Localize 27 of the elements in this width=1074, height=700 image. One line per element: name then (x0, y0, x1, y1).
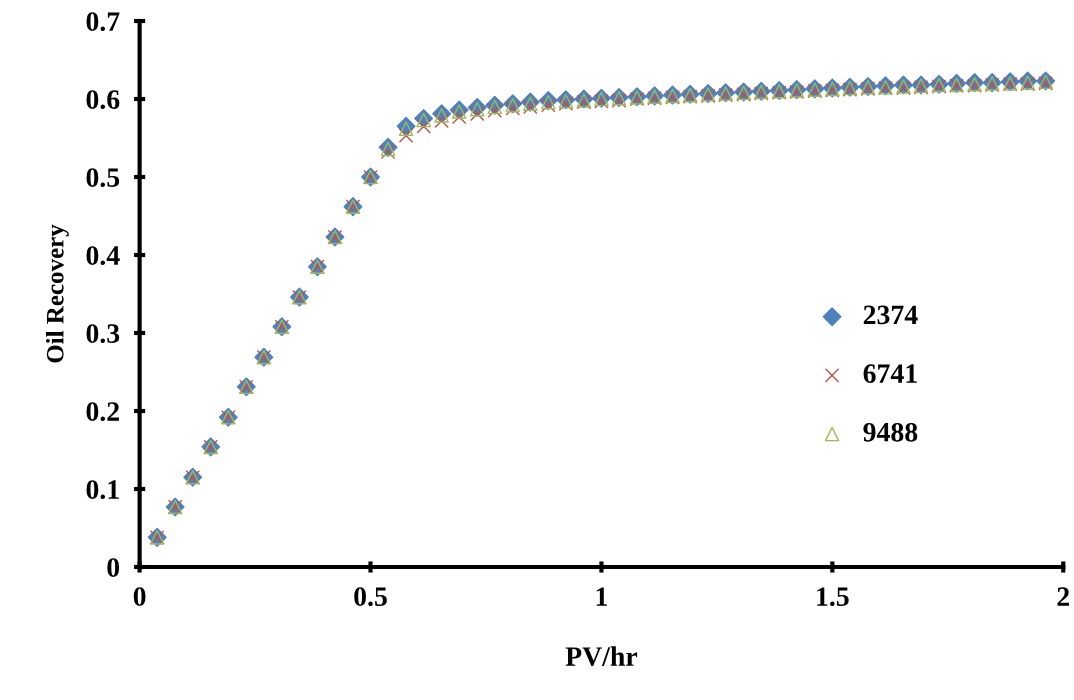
point (398, 128, 414, 143)
legend-label: 2374 (863, 305, 918, 325)
point (487, 103, 503, 118)
legend-label: 6741 (863, 364, 917, 383)
point (469, 106, 485, 122)
point (398, 121, 414, 136)
x-tick-label: 0.5 (354, 587, 387, 607)
y-tick-label: 0.4 (86, 246, 120, 266)
y-tick-label: 0.7 (86, 12, 120, 32)
point (451, 109, 467, 125)
y-tick-label: 0.6 (86, 90, 120, 110)
point (434, 113, 449, 129)
legend-label: 9488 (863, 422, 918, 442)
y-tick-label: 0 (107, 558, 120, 577)
point (505, 101, 521, 116)
y-axis-title: Oil Recovery (46, 224, 69, 363)
point (416, 119, 431, 134)
point (523, 99, 538, 115)
y-tick-label: 0.1 (86, 480, 119, 500)
y-tick-label: 0.2 (86, 402, 119, 422)
x-tick-label: 2 (1057, 587, 1070, 606)
x-tick-label: 1 (596, 587, 607, 606)
x-axis-title: PV/hr (565, 646, 638, 667)
x-tick-label: 1.5 (817, 587, 849, 607)
x-tick-label: 0 (133, 587, 146, 606)
y-tick-label: 0.5 (86, 168, 120, 188)
y-tick-label: 0.3 (86, 324, 120, 344)
